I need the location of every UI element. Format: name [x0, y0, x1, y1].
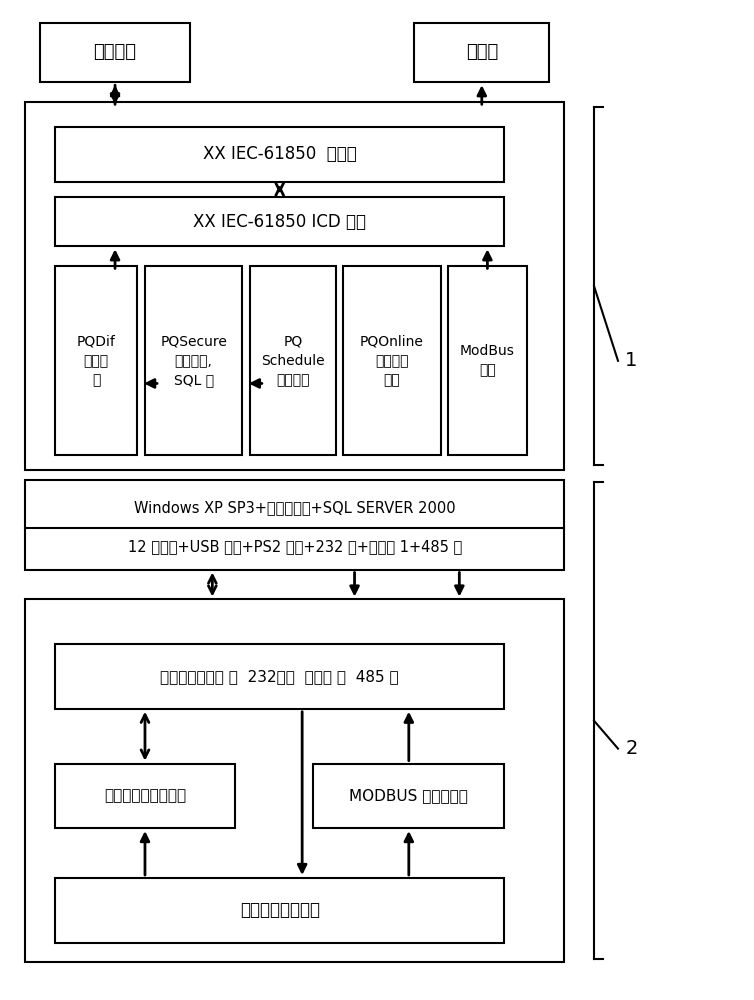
Bar [250, 266, 336, 455]
Text: 内置调制解调器 ＋  232口＋  以太网 ＋  485 口: 内置调制解调器 ＋ 232口＋ 以太网 ＋ 485 口 [161, 669, 399, 684]
Text: PQOnline
仪表配置
软件: PQOnline 仪表配置 软件 [360, 334, 424, 387]
Text: MODBUS 参数寄存器: MODBUS 参数寄存器 [349, 788, 468, 803]
Bar [55, 197, 504, 246]
Text: Windows XP SP3+触摸屏软件+SQL SERVER 2000: Windows XP SP3+触摸屏软件+SQL SERVER 2000 [134, 500, 455, 515]
Bar [448, 266, 527, 455]
Text: 实时值: 实时值 [466, 43, 498, 61]
Bar [55, 878, 504, 943]
Text: 历史数据: 历史数据 [93, 43, 136, 61]
Text: 12 寸彩显+USB 鼠标+PS2 键盘+232 口+以太网 1+485 口: 12 寸彩显+USB 鼠标+PS2 键盘+232 口+以太网 1+485 口 [127, 539, 461, 554]
Bar [55, 764, 234, 828]
Bar [25, 480, 564, 570]
Text: 电能质量参数存储器: 电能质量参数存储器 [104, 788, 186, 803]
Bar [314, 764, 504, 828]
Text: 电能质量监测终端: 电能质量监测终端 [240, 901, 320, 919]
Bar [415, 23, 549, 82]
Text: XX IEC-61850 ICD 模型: XX IEC-61850 ICD 模型 [193, 213, 366, 231]
Bar [145, 266, 242, 455]
Bar [55, 266, 137, 455]
Text: PQSecure
分析软件,
SQL 库: PQSecure 分析软件, SQL 库 [160, 334, 227, 387]
Bar [343, 266, 440, 455]
Text: 1: 1 [625, 351, 638, 370]
Bar [25, 599, 564, 962]
Bar [55, 644, 504, 709]
Text: PQDif
打包软
件: PQDif 打包软 件 [77, 334, 116, 387]
Text: PQ
Schedule
下载软件: PQ Schedule 下载软件 [261, 334, 325, 387]
Bar [55, 127, 504, 182]
Text: XX IEC-61850  数据库: XX IEC-61850 数据库 [203, 145, 357, 163]
Text: ModBus
转换: ModBus 转换 [460, 344, 515, 378]
Bar [25, 102, 564, 470]
Bar [40, 23, 190, 82]
Text: 2: 2 [625, 739, 638, 758]
